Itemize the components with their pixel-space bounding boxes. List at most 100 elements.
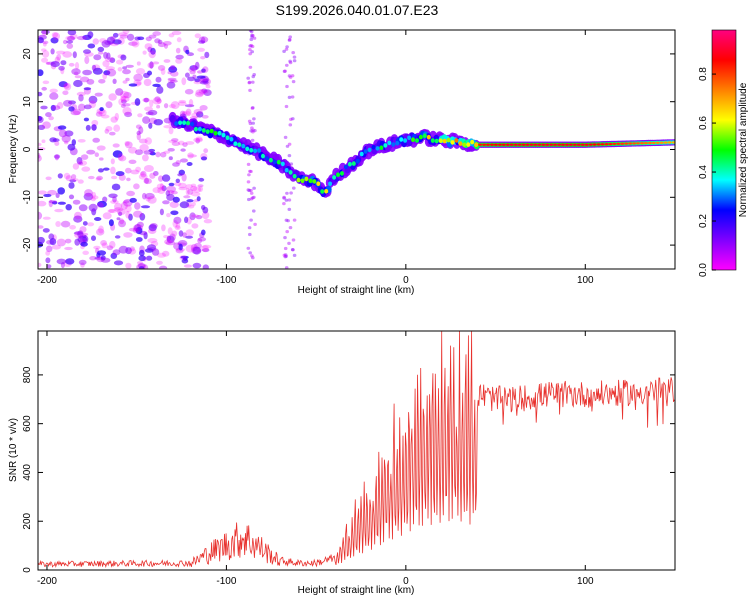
noise-blob xyxy=(161,174,171,182)
noise-blob xyxy=(197,70,203,74)
noise-blob xyxy=(63,140,69,145)
noise-blob xyxy=(252,73,256,77)
signal-core xyxy=(253,148,258,154)
noise-blob xyxy=(45,245,53,253)
noise-blob xyxy=(41,48,47,52)
signal-core xyxy=(379,145,384,150)
noise-blob xyxy=(251,80,255,84)
noise-blob xyxy=(56,50,66,55)
noise-blob xyxy=(113,207,124,212)
noise-blob xyxy=(91,235,96,241)
noise-blob xyxy=(83,104,92,110)
noise-blob xyxy=(145,196,151,202)
noise-blob xyxy=(157,186,166,194)
noise-blob xyxy=(56,102,64,109)
noise-blob xyxy=(156,260,163,265)
noise-blob xyxy=(65,238,72,244)
noise-blob xyxy=(250,106,255,110)
noise-blob xyxy=(45,61,51,65)
noise-blob xyxy=(125,167,132,174)
noise-blob xyxy=(38,236,45,244)
noise-blob xyxy=(112,143,120,148)
noise-blob xyxy=(199,105,208,111)
noise-blob xyxy=(155,76,162,83)
signal-core xyxy=(647,141,652,145)
noise-blob xyxy=(178,99,187,104)
noise-blob xyxy=(84,56,90,65)
noise-blob xyxy=(282,253,287,257)
noise-blob xyxy=(202,248,210,253)
signal-core xyxy=(604,143,609,146)
signal-core xyxy=(667,141,672,144)
noise-blob xyxy=(178,101,187,106)
noise-blob xyxy=(292,59,297,63)
noise-blob xyxy=(78,161,84,165)
noise-blob xyxy=(108,193,118,199)
noise-blob xyxy=(187,204,195,209)
spectrogram-x-ticks: -200 -100 0 100 xyxy=(37,30,594,286)
noise-blob xyxy=(179,201,190,209)
signal-core xyxy=(418,134,423,140)
noise-blob xyxy=(184,216,189,224)
noise-blob xyxy=(166,185,177,193)
snr-background xyxy=(38,331,675,570)
noise-blob xyxy=(64,130,74,137)
spectrogram-marks xyxy=(38,30,675,269)
colorbar-tick-label: 0.6 xyxy=(698,116,709,130)
noise-blob xyxy=(96,145,106,151)
noise-blob xyxy=(251,130,255,134)
noise-blob xyxy=(249,129,253,133)
noise-blob xyxy=(166,193,175,201)
noise-blob xyxy=(42,80,50,85)
noise-blob xyxy=(283,246,288,251)
noise-blob xyxy=(88,175,95,180)
noise-blob xyxy=(290,74,295,78)
noise-blob xyxy=(252,117,256,121)
signal-core xyxy=(446,137,451,143)
noise-blob xyxy=(119,34,129,39)
noise-blob xyxy=(45,250,51,256)
noise-blob xyxy=(288,75,293,79)
noise-blob xyxy=(163,125,173,129)
noise-blob xyxy=(82,250,89,255)
noise-blob xyxy=(190,185,198,192)
noise-blob xyxy=(287,38,292,42)
noise-blob xyxy=(88,203,98,212)
noise-blob xyxy=(120,103,126,108)
signal-core xyxy=(320,189,325,194)
noise-blob xyxy=(96,250,107,256)
noise-blob xyxy=(170,79,178,83)
noise-blob xyxy=(174,225,181,231)
noise-blob xyxy=(156,104,161,109)
noise-blob xyxy=(285,63,289,67)
noise-blob xyxy=(95,111,103,117)
noise-blob xyxy=(143,165,154,172)
signal-core xyxy=(628,142,633,145)
noise-blob xyxy=(125,64,134,68)
noise-blob xyxy=(76,35,87,41)
noise-blob xyxy=(192,246,202,255)
noise-blob xyxy=(79,76,90,83)
noise-blob xyxy=(122,103,131,107)
noise-blob xyxy=(246,188,251,192)
noise-blob xyxy=(40,105,48,110)
signal-core xyxy=(213,131,218,136)
noise-blob xyxy=(87,222,95,227)
noise-blob xyxy=(185,235,194,239)
noise-blob xyxy=(61,134,71,143)
noise-blob xyxy=(74,75,82,79)
noise-blob xyxy=(201,115,209,119)
signal-core xyxy=(442,138,447,144)
noise-blob xyxy=(162,200,170,205)
noise-blob xyxy=(45,112,52,118)
noise-blob xyxy=(169,201,179,209)
noise-blob xyxy=(202,66,209,73)
noise-blob xyxy=(48,199,53,208)
noise-blob xyxy=(143,178,152,185)
noise-blob xyxy=(166,81,176,89)
colorbar: 0.0 0.2 0.4 0.6 0.8 Normalized spectral ampl… xyxy=(698,29,749,277)
noise-blob xyxy=(120,201,128,210)
noise-blob xyxy=(143,72,150,78)
noise-blob xyxy=(166,213,171,218)
